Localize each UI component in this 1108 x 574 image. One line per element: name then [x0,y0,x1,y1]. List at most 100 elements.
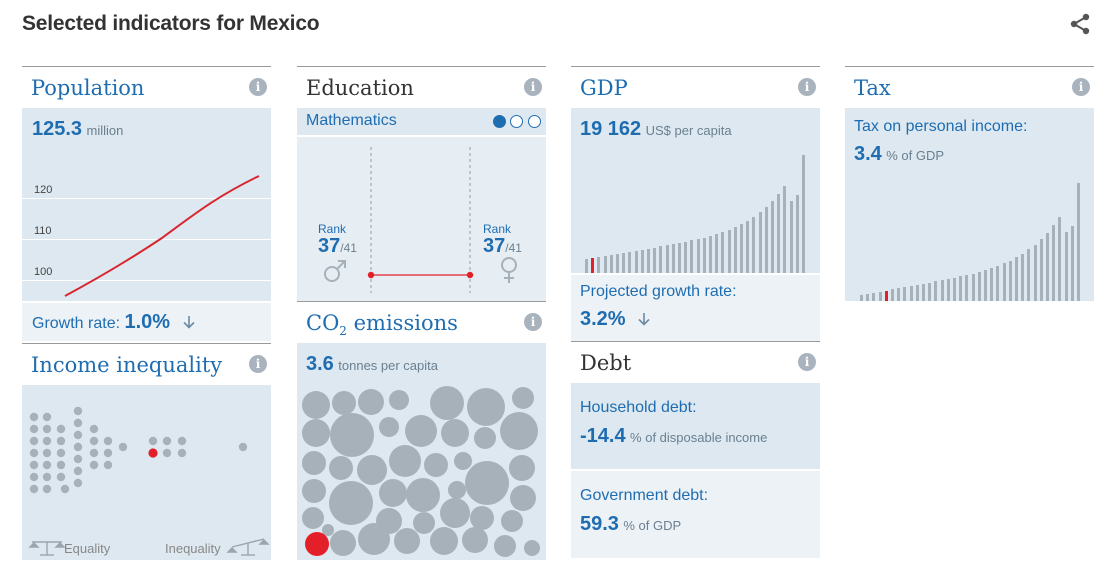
co2-value: 3.6 [306,353,334,375]
population-growth-row: Growth rate: 1.0% [22,303,271,341]
debt-header: Debt i [571,341,820,381]
government-debt-panel: Government debt: 59.3 % of GDP [571,471,820,558]
ranking-bar [996,265,1000,301]
ranking-bar [783,186,787,273]
debt-title: Debt [580,351,632,375]
inequality-axis-label: Inequality [165,541,221,556]
household-debt-value: -14.4 [580,425,626,447]
ranking-bar [777,194,781,273]
gdp-header: GDP i [571,66,820,106]
ranking-bar [758,212,762,273]
co2-panel: 3.6 tonnes per capita [297,343,546,560]
government-debt-label: Government debt: [580,487,709,504]
population-line-chart [64,175,260,297]
ranking-bar [684,241,688,273]
government-debt-unit: % of GDP [623,518,682,533]
ranking-bar [678,242,681,273]
ranking-bar [878,291,882,301]
ranking-bar [934,281,938,301]
share-icon[interactable] [1068,12,1092,36]
info-icon[interactable]: i [249,355,267,373]
info-icon[interactable]: i [798,78,816,96]
ranking-bar [965,275,969,301]
ranking-bar [740,224,743,273]
ranking-bar [609,254,613,273]
tax-value: 3.4 [854,143,882,165]
population-title: Population [31,76,145,100]
ranking-bar [915,284,919,301]
gdp-title: GDP [580,76,628,100]
pager-dot[interactable] [527,115,541,128]
ranking-bar [1015,257,1018,301]
ranking-bar [1039,238,1043,301]
household-debt-unit: % of disposable income [630,430,768,445]
ranking-bar [653,247,657,273]
gdp-panel: 19 162 US$ per capita [571,108,820,273]
rank-total: /41 [505,241,522,255]
inequality-dot-chart [28,406,270,556]
ranking-bar [727,229,731,273]
ranking-bar [659,246,663,273]
ranking-bar [771,201,774,273]
info-icon[interactable]: i [524,313,542,331]
ranking-bar [860,295,863,301]
ranking-bar [647,248,650,273]
growth-rate-value: 1.0% [124,311,171,333]
ranking-bar [872,292,876,301]
gdp-card: GDP i 19 162 US$ per capita Projected gr… [571,66,820,341]
info-icon[interactable]: i [249,78,267,96]
education-header: Education i [297,66,546,106]
info-icon[interactable]: i [798,353,816,371]
ranking-bar [1033,244,1037,301]
gdp-projection: Projected growth rate: 3.2% [571,275,820,341]
highlight-bar [591,257,595,273]
ranking-bar [721,231,725,273]
education-rank-chart [367,147,474,293]
male-rank-value: 37 [318,235,341,257]
ranking-bar [1021,253,1025,301]
ranking-bar [622,252,626,273]
ranking-bar [891,289,894,301]
rank-label: Rank [318,222,347,236]
co2-header: CO2 emissions i [297,301,546,341]
co2-card: CO2 emissions i 3.6 tonnes per capita [297,301,546,560]
ranking-bar [1070,225,1074,301]
education-pager[interactable] [493,115,541,129]
co2-unit: tonnes per capita [338,358,438,373]
ranking-bar [603,255,607,273]
pager-dot-active[interactable] [493,115,506,128]
y-tick-label: 110 [34,225,52,237]
tax-title: Tax [854,76,891,100]
ranking-bar [959,276,963,301]
co2-bubble-chart [302,386,540,557]
ranking-bar [746,220,750,273]
down-arrow-icon [638,313,650,326]
tax-panel: Tax on personal income: 3.4 % of GDP [845,108,1094,301]
ranking-bar [866,293,870,301]
ranking-bar [733,227,737,273]
gdp-unit: US$ per capita [645,123,732,138]
ranking-bar [665,245,669,273]
info-icon[interactable]: i [524,78,542,96]
ranking-bar [764,206,768,273]
male-icon [324,260,346,282]
down-arrow-icon [182,316,195,329]
pager-dot[interactable] [510,115,524,128]
ranking-bar [971,273,975,301]
population-header: Population i [22,66,271,106]
ranking-bar [640,249,644,273]
ranking-bar [946,279,950,301]
inequality-title: Income inequality [31,353,223,377]
page-title: Selected indicators for Mexico [22,12,320,35]
co2-title: CO2 emissions [306,311,458,339]
ranking-bar [990,268,994,301]
projected-growth-label: Projected growth rate: [580,283,737,300]
ranking-bar [671,244,675,273]
gdp-value: 19 162 [580,118,642,140]
education-card: Education i Mathematics Rank 37/41 Rank [297,66,546,301]
tax-card: Tax i Tax on personal income: 3.4 % of G… [845,66,1094,301]
info-icon[interactable]: i [1072,78,1090,96]
ranking-bar [1027,249,1031,301]
rank-label: Rank [483,222,512,236]
tax-header: Tax i [845,66,1094,106]
